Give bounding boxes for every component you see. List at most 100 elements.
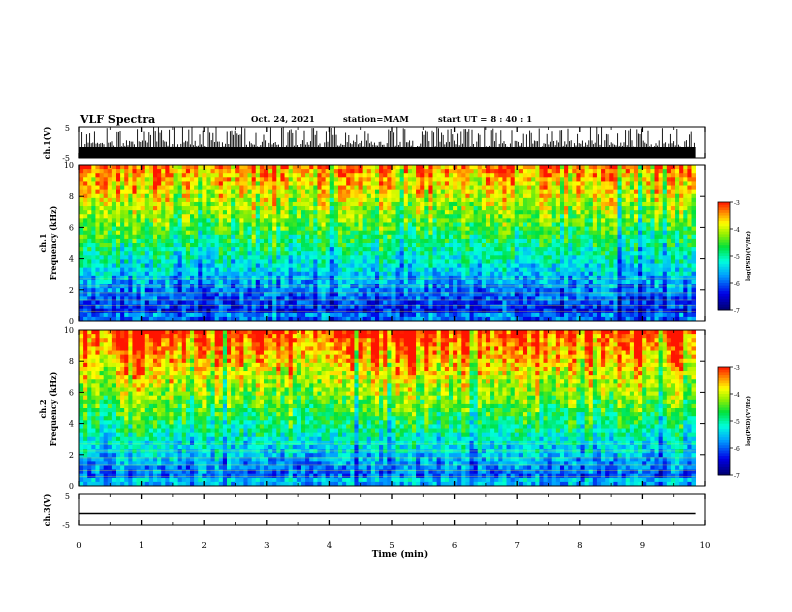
spectrogram-cell [99, 185, 105, 191]
spectrogram-cell [485, 169, 491, 174]
spectrogram-cell [514, 210, 520, 215]
spectrogram-cell [284, 169, 290, 174]
spectrogram-cell [181, 279, 187, 285]
spectrogram-cell [337, 193, 343, 199]
spectrogram-cell [395, 226, 401, 232]
spectrogram-cell [292, 206, 298, 211]
spectrogram-cell [485, 255, 491, 260]
spectrogram-cell [391, 267, 396, 273]
spectrogram-cell [424, 226, 429, 232]
spectrogram-cell [79, 243, 84, 248]
spectrogram-cell [181, 292, 187, 297]
spectrogram-cell [370, 218, 376, 223]
spectrogram-cell [436, 189, 442, 195]
spectrogram-cell [226, 279, 232, 285]
spectrogram-cell [189, 279, 195, 285]
spectrogram-cell [317, 201, 322, 207]
spectrogram-cell [485, 263, 491, 269]
spectrogram-cell [185, 275, 191, 281]
spectrogram-cell [99, 312, 105, 318]
spectrogram-cell [531, 201, 536, 207]
spectrogram-cell [148, 292, 154, 297]
spectrogram-cell [333, 292, 339, 297]
spectrogram-cell [399, 308, 405, 314]
spectrogram-cell [399, 230, 405, 236]
spectrogram-cell [559, 189, 565, 195]
spectrogram-cell [568, 173, 573, 178]
spectrogram-cell [185, 259, 191, 264]
spectrogram-cell [539, 218, 544, 223]
spectrogram-cell [157, 312, 162, 318]
spectrogram-cell [461, 206, 466, 211]
spectrogram-cell [272, 173, 277, 178]
spectrogram-cell [136, 312, 142, 318]
spectrogram-cell [539, 234, 544, 240]
spectrogram-cell [210, 189, 216, 195]
spectrogram-cell [111, 173, 117, 178]
spectrogram-cell [527, 296, 532, 301]
spectrogram-cell [346, 304, 351, 310]
spectrogram-cell [551, 288, 557, 293]
spectrogram-cell [317, 169, 322, 174]
spectrogram-cell [416, 308, 421, 314]
spectrogram-cell [358, 177, 364, 182]
spectrogram-cell [243, 185, 248, 191]
spectrogram-cell [120, 201, 125, 207]
spectrogram-cell [95, 316, 100, 322]
spectrogram-cell [568, 201, 573, 207]
spectrogram-cell [337, 165, 343, 170]
spectrogram-cell [214, 210, 220, 215]
spectrogram-cell [346, 271, 351, 277]
spectrogram-cell [407, 296, 413, 301]
spectrogram-cell [535, 271, 540, 277]
spectrogram-cell [473, 308, 479, 314]
spectrogram-cell [144, 312, 150, 318]
spectrogram-cell [502, 267, 507, 273]
spectrogram-cell [132, 255, 137, 260]
spectrogram-cell [132, 312, 137, 318]
spectrogram-cell [469, 218, 475, 223]
spectrogram-cell [469, 296, 475, 301]
spectrogram-cell [140, 308, 146, 314]
spectrogram-cell [309, 255, 314, 260]
spectrogram-cell [358, 214, 364, 219]
spectrogram-cell [177, 279, 183, 285]
spectrogram-cell [391, 259, 396, 264]
spectrogram-cell [469, 304, 475, 310]
spectrogram-cell [420, 275, 425, 281]
spectrogram-cell [539, 206, 544, 211]
spectrogram-cell [494, 304, 499, 310]
spectrogram-cell [416, 263, 421, 269]
spectrogram-cell [251, 312, 257, 318]
spectrogram-cell [436, 181, 442, 186]
spectrogram-cell [239, 206, 244, 211]
spectrogram-cell [79, 165, 84, 170]
spectrogram-cell [502, 304, 507, 310]
spectrogram-cell [428, 251, 433, 256]
spectrogram-cell [436, 185, 442, 191]
spectrogram-cell [210, 284, 216, 289]
spectrogram-cell [436, 263, 442, 269]
spectrogram-cell [99, 271, 105, 277]
spectrogram-cell [276, 185, 281, 191]
spectrogram-cell [280, 263, 285, 269]
spectrogram-cell [498, 165, 503, 170]
spectrogram-cell [103, 189, 109, 195]
spectrogram-cell [235, 263, 240, 269]
spectrogram-cell [194, 275, 199, 281]
spectrogram-cell [551, 267, 557, 273]
spectrogram-cell [383, 312, 388, 318]
spectrogram-cell [543, 181, 549, 186]
spectrogram-cell [329, 238, 335, 244]
spectrogram-cell [87, 255, 92, 260]
spectrogram-cell [522, 169, 528, 174]
spectrogram-cell [354, 197, 359, 203]
spectrogram-cell [181, 218, 187, 223]
spectrogram-cell [407, 189, 413, 195]
spectrogram-cell [547, 234, 553, 240]
spectrogram-cell [152, 210, 158, 215]
spectrogram-cell [510, 316, 516, 322]
spectrogram-cell [128, 238, 133, 244]
spectrogram-cell [99, 243, 105, 248]
spectrogram-cell [309, 181, 314, 186]
